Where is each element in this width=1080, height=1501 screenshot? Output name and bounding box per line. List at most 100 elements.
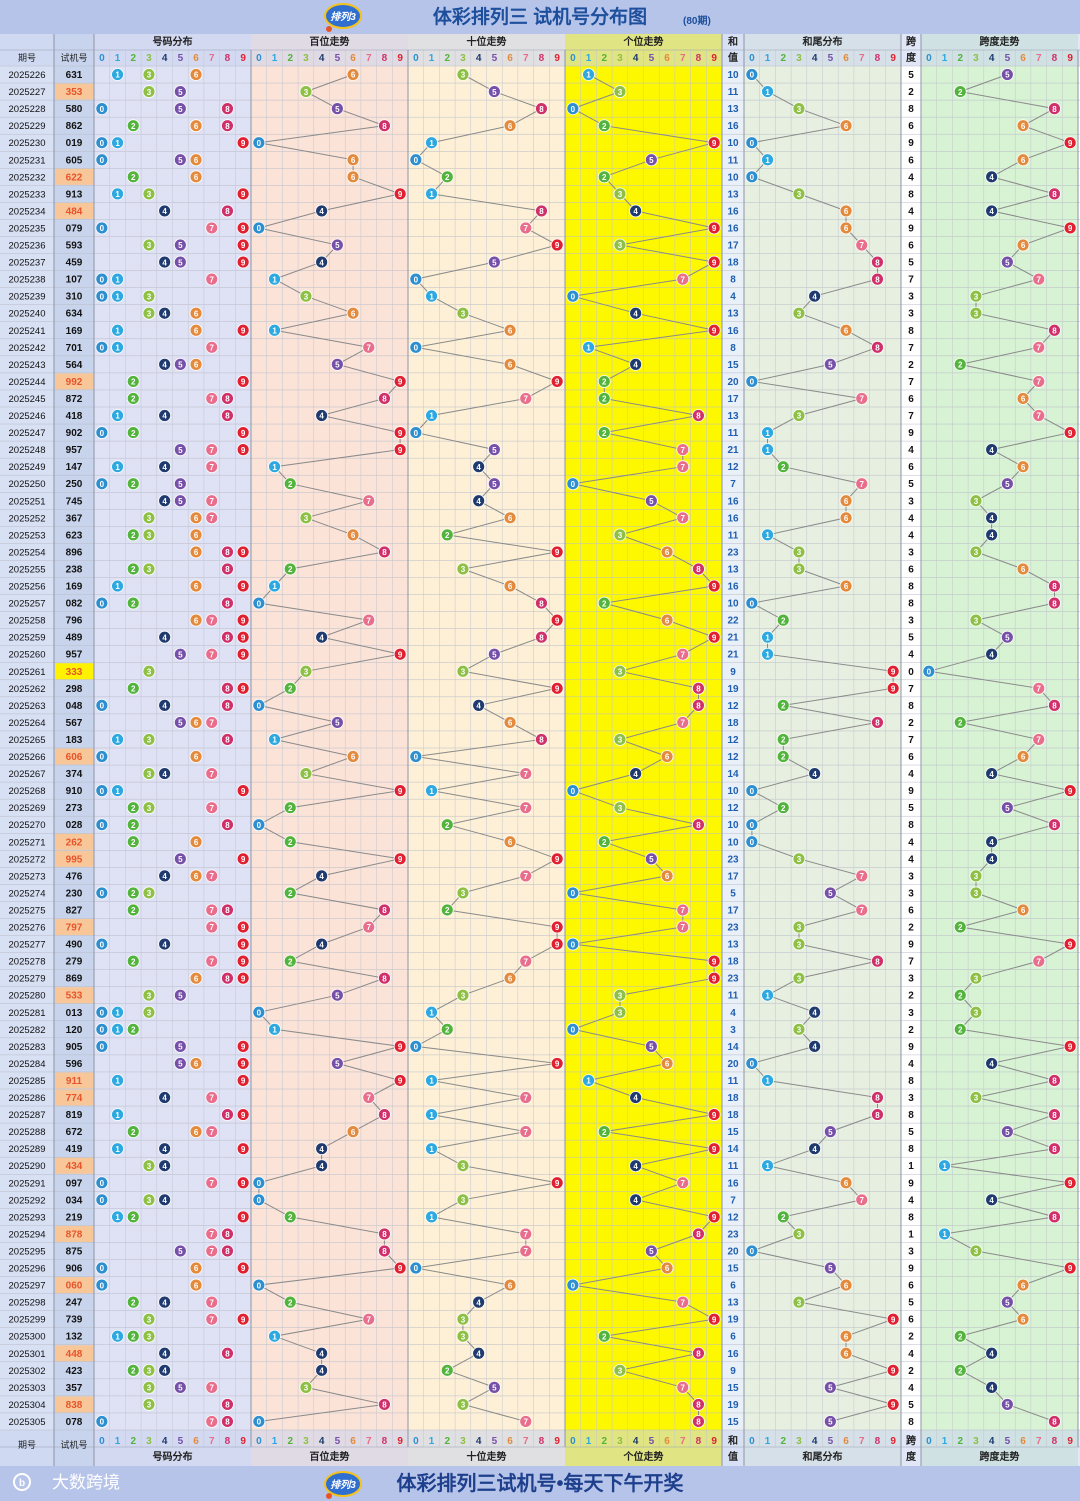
table-row: 2025280 533 53 5 3 3 11 1 2 2 — [9, 987, 967, 1004]
svg-text:1: 1 — [272, 1026, 277, 1035]
sum-cell: 18 — [727, 1110, 739, 1121]
units-ball — [707, 323, 721, 337]
svg-text:8: 8 — [225, 548, 230, 557]
svg-text:8: 8 — [225, 1349, 230, 1358]
sumtail-ball — [808, 1039, 822, 1053]
span-cell: 5 — [908, 633, 914, 644]
span-cell: 3 — [908, 1093, 914, 1104]
svg-text:6: 6 — [194, 719, 199, 728]
dist-ball — [142, 562, 156, 576]
svg-text:5: 5 — [335, 719, 340, 728]
sum-cell: 16 — [727, 121, 739, 132]
svg-text:9: 9 — [712, 258, 717, 267]
svg-text:3: 3 — [147, 1367, 152, 1376]
span-cell: 6 — [908, 564, 914, 575]
svg-text:0: 0 — [100, 1264, 105, 1273]
dist-ball — [142, 1329, 156, 1343]
svg-text:2: 2 — [445, 173, 450, 182]
svg-text:7: 7 — [210, 1247, 215, 1256]
svg-text:2: 2 — [131, 1367, 136, 1376]
svg-text:8: 8 — [875, 957, 880, 966]
table-row: 2025288 672 6 72 6 7 2 15 5 5 5 — [9, 1125, 1014, 1138]
svg-text:3: 3 — [797, 923, 802, 932]
svg-text:5: 5 — [178, 497, 183, 506]
span-ball — [953, 1329, 967, 1343]
trial-cell: 333 — [66, 667, 83, 678]
svg-text:4: 4 — [162, 361, 167, 370]
svg-text:9: 9 — [555, 923, 560, 932]
trial-cell: 911 — [66, 1076, 83, 1087]
trial-cell: 902 — [66, 428, 83, 439]
svg-text:8: 8 — [696, 1401, 701, 1410]
hundreds-ball — [299, 85, 313, 98]
trial-cell: 060 — [66, 1281, 83, 1292]
dist-ball — [221, 1108, 234, 1121]
sum-cell: 13 — [727, 1298, 739, 1309]
svg-text:1: 1 — [115, 1213, 120, 1222]
dist-ball — [111, 187, 124, 201]
sum-cell: 22 — [727, 616, 739, 627]
svg-text:4: 4 — [162, 1349, 167, 1358]
dist-ball — [95, 102, 109, 116]
svg-text:5: 5 — [828, 1418, 833, 1427]
span-ball — [969, 545, 983, 559]
svg-text:9: 9 — [241, 139, 246, 148]
svg-text:2: 2 — [958, 923, 963, 932]
sum-cell: 16 — [727, 582, 739, 593]
units-ball — [613, 1005, 627, 1019]
sum-cell: 11 — [728, 1161, 739, 1172]
span-ball — [1016, 238, 1030, 252]
sumtail-ball — [839, 119, 853, 133]
trial-cell: 120 — [66, 1025, 83, 1036]
span-cell: 8 — [908, 820, 914, 831]
dist-ball — [111, 1108, 124, 1121]
svg-text:0: 0 — [414, 275, 419, 284]
span-cell: 3 — [908, 616, 914, 627]
hundreds-ball — [315, 1159, 329, 1173]
digit-header: 7 — [209, 1436, 215, 1447]
hundreds-ball — [268, 323, 281, 337]
table-row: 2025277 490 4 90 4 9 0 13 3 9 9 — [9, 937, 1077, 951]
period-cell: 2025233 — [9, 189, 46, 200]
dist-ball — [236, 937, 250, 951]
svg-text:8: 8 — [225, 1418, 230, 1427]
sum-cell: 12 — [727, 803, 739, 814]
svg-text:7: 7 — [524, 957, 529, 966]
sum-cell: 5 — [730, 888, 736, 899]
units-ball — [676, 1295, 690, 1309]
footer-logo-badge-icon: 排列3 — [324, 1471, 362, 1499]
svg-text:6: 6 — [1021, 122, 1026, 131]
sum-header-top: 和 — [727, 1434, 738, 1447]
sumtail-ball — [886, 664, 900, 678]
svg-text:8: 8 — [875, 1111, 880, 1120]
svg-text:7: 7 — [860, 395, 865, 404]
svg-text:1: 1 — [429, 412, 434, 421]
svg-text:9: 9 — [891, 685, 896, 694]
svg-text:2: 2 — [602, 429, 607, 438]
tens-ball — [472, 494, 486, 508]
table-row: 2025235 079 0 7 9 0 7 9 16 6 9 9 — [9, 221, 1077, 235]
tens-ball — [519, 221, 533, 235]
sumtail-ball — [792, 852, 806, 866]
svg-text:6: 6 — [194, 616, 199, 625]
trial-cell: 107 — [66, 275, 83, 286]
span-cell: 4 — [908, 769, 914, 780]
tens-ball — [425, 136, 438, 150]
dist-ball — [205, 392, 219, 405]
svg-text:5: 5 — [828, 361, 833, 370]
hundreds-ball — [268, 1022, 281, 1036]
svg-text:3: 3 — [797, 1298, 802, 1307]
svg-text:9: 9 — [241, 650, 246, 659]
trial-header: 试机号 — [60, 1439, 87, 1450]
dist-ball — [126, 801, 140, 815]
svg-text:2: 2 — [131, 1128, 136, 1137]
svg-text:3: 3 — [974, 1247, 979, 1256]
digit-header: 6 — [843, 1436, 849, 1447]
span-cell: 2 — [908, 87, 914, 98]
svg-text:8: 8 — [382, 1111, 387, 1120]
svg-text:9: 9 — [891, 1401, 896, 1410]
span-cell: 4 — [908, 650, 914, 661]
dist-ball — [158, 460, 172, 474]
dist-ball — [236, 613, 250, 627]
